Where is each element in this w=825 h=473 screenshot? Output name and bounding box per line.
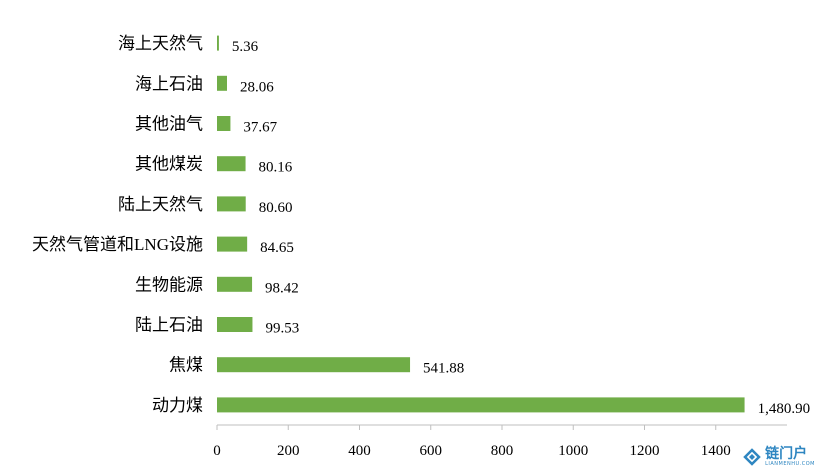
bar	[217, 196, 246, 212]
bar	[217, 397, 745, 413]
x-axis-ticks: 0 200 400 600 800 1000 1200 1400	[213, 425, 731, 459]
bar	[217, 35, 219, 51]
bar	[217, 317, 253, 332]
data-label: 37.67	[243, 120, 277, 136]
category-label: 陆上石油	[135, 316, 203, 335]
value-labels: 5.36 28.06 37.67 80.16 80.60 84.65 98.42 99.53 5…	[232, 39, 810, 417]
category-label: 动力煤	[152, 396, 203, 415]
data-label: 98.42	[265, 280, 299, 296]
data-label: 541.88	[423, 361, 464, 377]
category-label: 海上石油	[135, 74, 203, 93]
chain-link-icon	[743, 448, 761, 466]
bar	[217, 236, 248, 252]
watermark-logo: 链门户 LIANMENHU.COM	[742, 447, 815, 467]
x-tick-label: 800	[491, 443, 514, 459]
x-tick-label: 1200	[630, 443, 660, 459]
x-tick-label: 1000	[558, 443, 588, 459]
category-label: 其他油气	[135, 115, 203, 134]
category-label: 生物能源	[135, 275, 203, 294]
data-label: 5.36	[232, 39, 259, 55]
x-tick-label: 1400	[701, 443, 731, 459]
data-label: 80.16	[259, 160, 293, 176]
category-labels: 海上天然气海上石油其他油气其他煤炭陆上天然气天然气管道和LNG设施生物能源陆上石…	[32, 34, 203, 415]
watermark-subtext: LIANMENHU.COM	[765, 461, 815, 467]
data-label: 80.60	[259, 200, 293, 216]
category-label: 其他煤炭	[135, 155, 203, 174]
category-label: 天然气管道和LNG设施	[32, 235, 203, 254]
data-label: 84.65	[260, 240, 294, 256]
x-tick-label: 200	[277, 443, 300, 459]
x-tick-label: 0	[213, 443, 221, 459]
bar	[217, 156, 246, 172]
bar	[217, 357, 411, 373]
x-tick-label: 400	[348, 443, 371, 459]
bar	[217, 75, 227, 91]
watermark-text: 链门户	[765, 446, 808, 462]
data-label: 99.53	[265, 321, 299, 337]
bars-group	[217, 35, 745, 413]
category-label: 焦煤	[169, 356, 203, 375]
x-tick-label: 600	[420, 443, 443, 459]
bar	[217, 116, 231, 131]
data-label: 28.06	[240, 79, 274, 95]
bar	[217, 276, 253, 292]
category-label: 陆上天然气	[118, 195, 203, 214]
category-label: 海上天然气	[118, 34, 203, 53]
data-label: 1,480.90	[758, 401, 811, 417]
